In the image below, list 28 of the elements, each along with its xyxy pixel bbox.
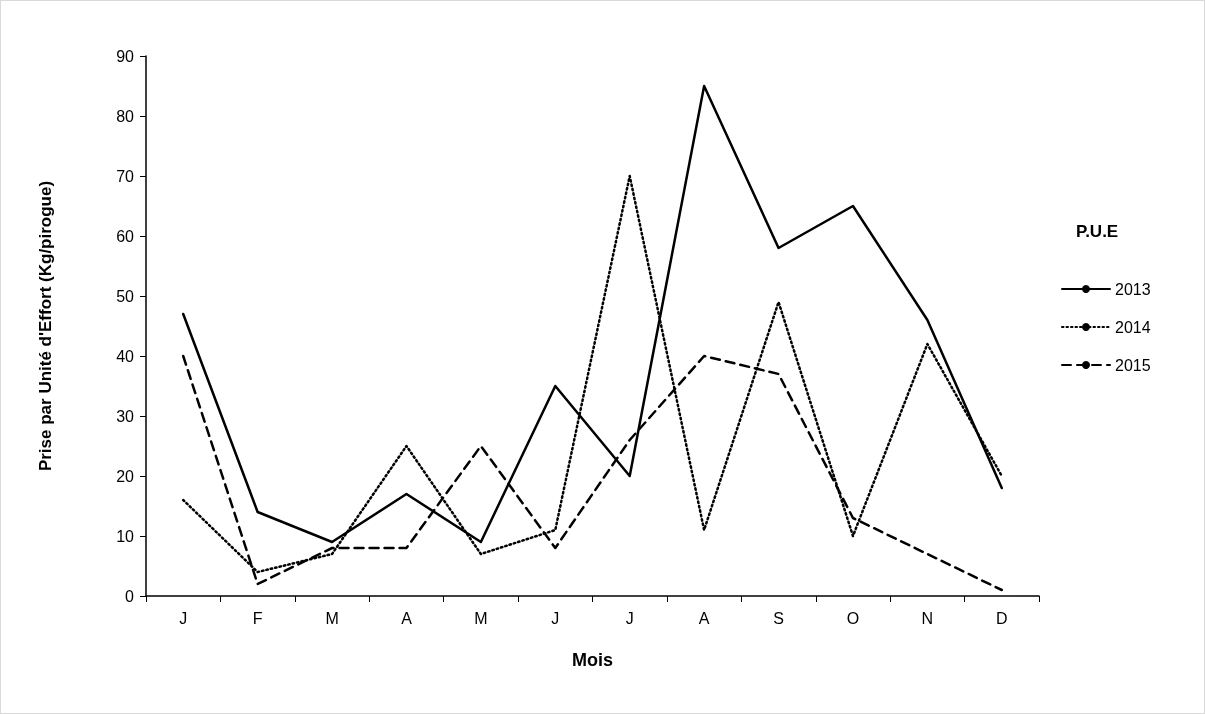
x-tick-label: J xyxy=(551,609,560,627)
legend-label: 2013 xyxy=(1115,280,1151,298)
x-tick-label: J xyxy=(625,609,634,627)
y-tick-label: 10 xyxy=(116,527,135,545)
y-tick-label: 90 xyxy=(116,47,135,65)
x-tick-label: F xyxy=(252,609,263,627)
x-tick-label: J xyxy=(179,609,188,627)
x-tick-label: N xyxy=(921,609,934,627)
legend-label: 2015 xyxy=(1115,356,1151,374)
y-tick-label: 70 xyxy=(116,167,135,185)
x-tick-label: D xyxy=(996,609,1008,627)
x-tick-label: O xyxy=(846,609,860,627)
x-tick-label: M xyxy=(474,609,488,627)
x-axis-title: Mois xyxy=(571,650,614,670)
y-tick-label: 0 xyxy=(125,587,135,605)
y-tick-label: 80 xyxy=(116,107,135,125)
x-tick-label: A xyxy=(401,609,413,627)
x-tick-label: M xyxy=(325,609,339,627)
y-tick-label: 50 xyxy=(116,287,135,305)
y-tick-label: 60 xyxy=(116,227,135,245)
y-axis-title: Prise par Unité d'Effort (Kg/pirogue) xyxy=(36,180,55,472)
legend-label: 2014 xyxy=(1115,318,1151,336)
x-tick-label: S xyxy=(773,609,784,627)
legend-title: P.U.E xyxy=(1076,222,1119,241)
y-tick-label: 20 xyxy=(116,467,135,485)
y-tick-label: 40 xyxy=(116,347,135,365)
x-tick-label: A xyxy=(698,609,710,627)
y-tick-label: 30 xyxy=(116,407,135,425)
